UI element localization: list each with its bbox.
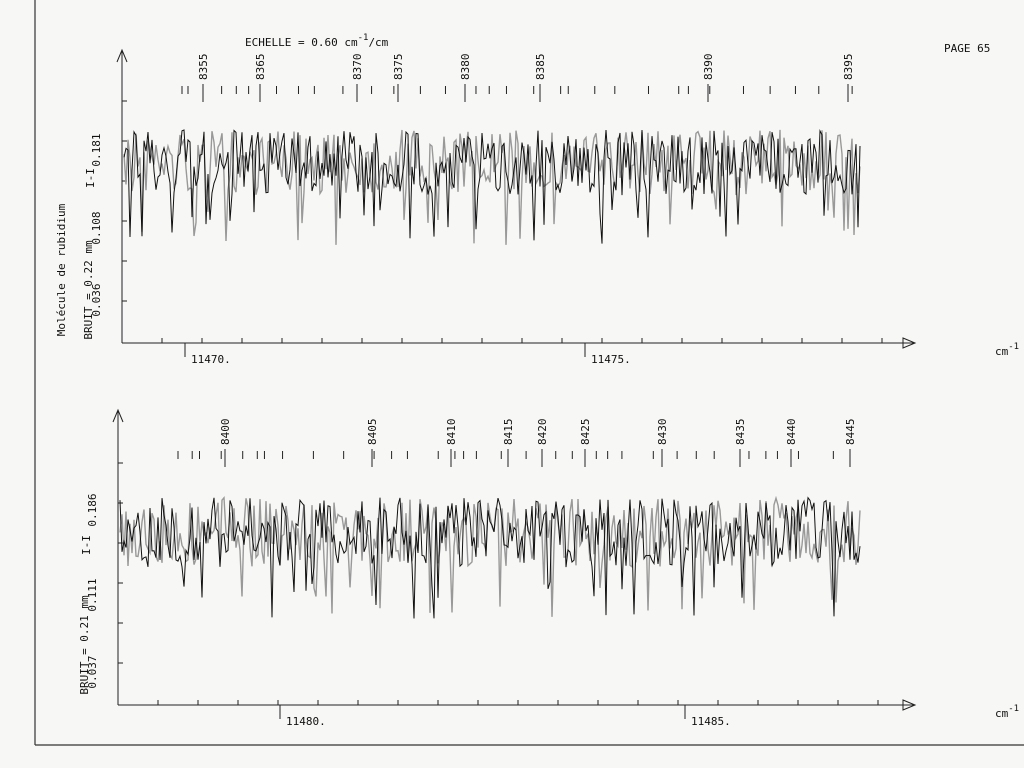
y-tick-label: 0.186 [86, 493, 99, 526]
x-tick-label: 11480. [286, 715, 326, 728]
y-tick-label: 0.181 [90, 133, 103, 166]
y-tick-label: 0.108 [90, 211, 103, 244]
scale-label: ECHELLE = 0.60 cm-1/cm [245, 33, 389, 49]
spectrum-trace [119, 495, 861, 617]
unit: cm [995, 707, 1009, 720]
peak-label: 8440 [785, 419, 798, 446]
peak-label: 8370 [351, 54, 364, 81]
peak-label: 8420 [536, 419, 549, 446]
unit-exp: -1 [1008, 704, 1019, 714]
peak-label: 8365 [254, 54, 267, 81]
y-tick-label: 0.037 [86, 655, 99, 688]
spectrum-trace [119, 496, 861, 619]
unit-exp: -1 [1008, 342, 1019, 352]
noise-label: BRUIT = 0.22 mm [82, 240, 95, 340]
x-axis [118, 699, 917, 711]
peak-label: 8425 [579, 419, 592, 446]
scale-prefix: ECHELLE = 0.60 cm [245, 36, 358, 49]
unit-label: cm-1 [995, 342, 1019, 358]
y-tick-label: 0.111 [86, 578, 99, 611]
spectrum-trace [123, 128, 861, 244]
x-axis [122, 337, 917, 349]
x-tick-label: 11475. [591, 353, 631, 366]
intensity-label: I-I [80, 535, 93, 555]
peak-label: 8435 [734, 419, 747, 446]
x-tick-label: 11470. [191, 353, 231, 366]
peak-label: 8415 [502, 419, 515, 446]
peak-label: 8355 [197, 54, 210, 81]
x-tick-label: 11485. [691, 715, 731, 728]
molecule-label: Molécule de rubidium [55, 203, 68, 336]
y-tick-label: 0.036 [90, 283, 103, 316]
peak-label: 8410 [445, 419, 458, 446]
scale-suffix: /cm [368, 36, 388, 49]
unit: cm [995, 345, 1009, 358]
peak-label: 8400 [219, 419, 232, 446]
peak-label: 8430 [656, 419, 669, 446]
peak-label: 8395 [842, 54, 855, 81]
peak-label: 8380 [459, 54, 472, 81]
peak-label: 8385 [534, 54, 547, 81]
peak-label: 8390 [702, 54, 715, 81]
peak-label: 8375 [392, 54, 405, 81]
noise-label: BRUIT = 0.21 mm [78, 595, 91, 695]
page-number: PAGE 65 [944, 42, 990, 55]
scale-exp: -1 [358, 33, 369, 43]
peak-label: 8445 [844, 419, 857, 446]
y-axis [112, 408, 124, 705]
spectrum-trace [123, 129, 861, 245]
y-axis [116, 48, 128, 343]
intensity-label: I-I [84, 168, 97, 188]
peak-label: 8405 [366, 419, 379, 446]
unit-label: cm-1 [995, 704, 1019, 720]
